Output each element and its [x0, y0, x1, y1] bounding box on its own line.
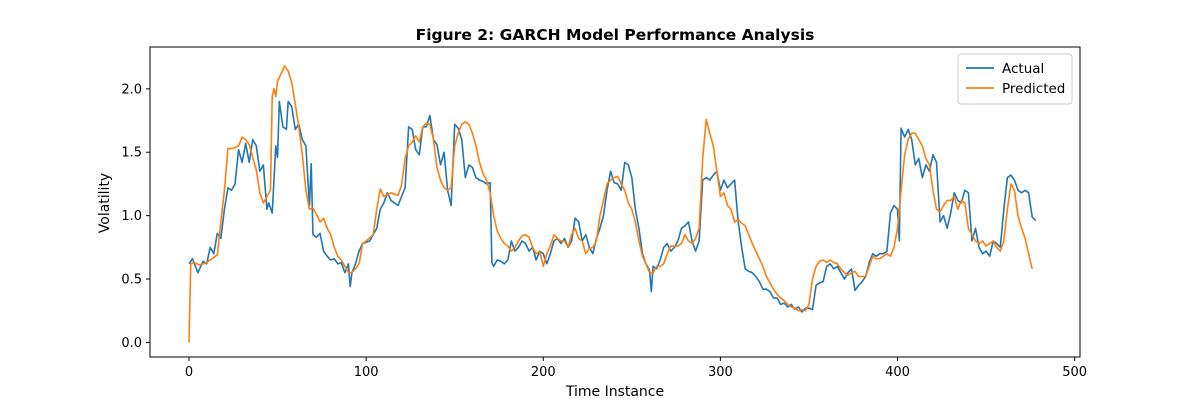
- x-tick-label: 200: [531, 365, 556, 380]
- legend-label-predicted: Predicted: [1002, 81, 1065, 97]
- x-axis-label: Time Instance: [565, 384, 664, 400]
- y-tick-label: 0.5: [121, 273, 142, 288]
- plot-frame: [149, 46, 1081, 358]
- x-tick-label: 500: [1062, 365, 1087, 380]
- legend-box: [957, 53, 1073, 105]
- series-line-predicted: [188, 65, 1033, 343]
- chart-title: Figure 2: GARCH Model Performance Analys…: [416, 26, 815, 44]
- x-axis: 0 100 200 300 400 500: [185, 357, 1087, 380]
- x-tick-label: 0: [185, 365, 193, 380]
- series-line-actual: [188, 100, 1037, 313]
- x-tick-label: 300: [708, 365, 733, 380]
- legend: Actual Predicted: [957, 53, 1073, 105]
- y-tick-label: 1.0: [121, 209, 142, 224]
- x-tick-label: 400: [885, 365, 910, 380]
- y-tick-label: 2.0: [121, 82, 142, 97]
- y-axis: 0.0 0.5 1.0 1.5 2.0: [121, 82, 150, 351]
- plot-area: [149, 46, 1081, 358]
- legend-label-actual: Actual: [1002, 61, 1044, 77]
- x-tick-label: 100: [354, 365, 379, 380]
- y-tick-label: 0.0: [121, 336, 142, 351]
- y-tick-label: 1.5: [121, 146, 142, 161]
- y-axis-label: Volatility: [97, 173, 113, 233]
